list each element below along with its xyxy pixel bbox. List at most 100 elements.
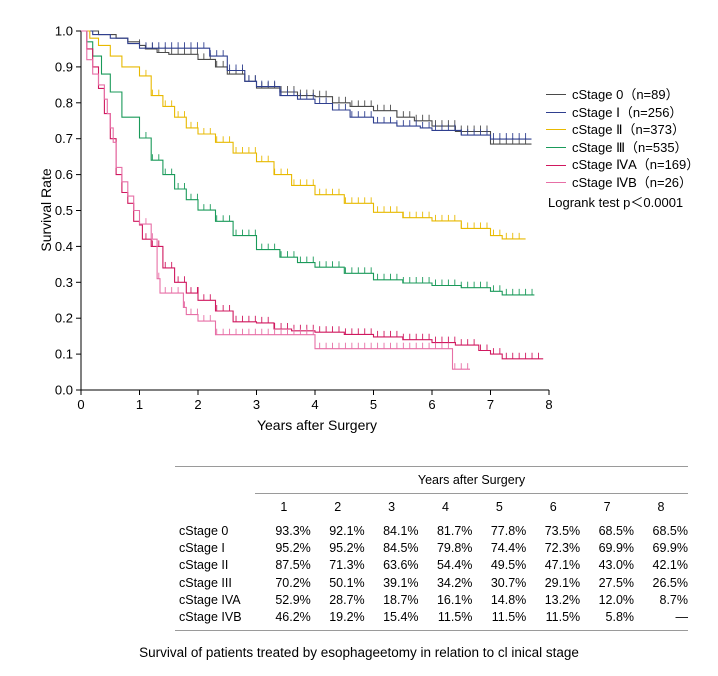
table-column-header: 8	[657, 500, 665, 514]
table-cell: 49.5%	[490, 558, 527, 573]
table-cell: 50.1%	[329, 575, 365, 590]
table-row-label: cStage IVB	[179, 610, 242, 625]
x-tick-label: 4	[311, 397, 318, 412]
y-tick-label: 1.0	[55, 24, 73, 39]
x-axis-label: Years after Surgery	[257, 417, 377, 433]
y-tick-label: 0.9	[55, 59, 73, 74]
figure-caption: Survival of patients treated by esophage…	[139, 645, 579, 660]
table-row-label: cStage I	[179, 540, 225, 555]
table-cell: 93.3%	[275, 523, 311, 538]
x-tick-label: 2	[194, 397, 201, 412]
legend-item: cStage ⅣB（n=26）	[546, 174, 699, 192]
table-cell: 19.2%	[329, 610, 365, 625]
survival-chart: 0 1 2 3 4 5 6 7 8 0.0 0.1 0.2 0.3 0.4 0.5 0.6 0.7 0.8 0.9 1…	[38, 24, 553, 434]
y-tick-label: 0.6	[55, 167, 73, 182]
logrank-test-text: Logrank test p＜0.0001	[548, 195, 684, 210]
table-column-header: 6	[549, 500, 557, 514]
y-tick-label: 0.5	[55, 203, 73, 218]
table-cell: 11.5%	[545, 610, 581, 625]
table-top-rule	[175, 466, 688, 467]
table-row: cStage I 95.2% 95.2% 84.5% 79.8% 74.4% 72.3% 69…	[175, 539, 688, 556]
y-tick-label: 0.2	[55, 311, 73, 326]
table-cell: 15.4%	[383, 610, 419, 625]
table-cell: 77.8%	[490, 523, 527, 538]
table-cell: 27.5%	[598, 575, 635, 590]
legend-label: cStage Ⅲ（n=535）	[572, 139, 688, 155]
legend-swatch	[546, 182, 566, 184]
table-cell: 39.1%	[383, 575, 419, 590]
table-cell: 87.5%	[275, 558, 311, 573]
table-cell: 14.8%	[490, 592, 527, 607]
series-curve-5	[81, 30, 470, 370]
table-cell: 69.9%	[652, 540, 688, 555]
table-cell: 11.5%	[491, 610, 527, 625]
table-cell: 73.5%	[544, 523, 581, 538]
legend-label: cStage Ⅰ（n=256）	[572, 104, 683, 120]
table-row-label: cStage 0	[179, 523, 229, 538]
table-row: cStage 0 93.3% 92.1% 84.1% 81.7% 77.8% 73.5% 68…	[175, 520, 688, 539]
legend-swatch	[546, 147, 566, 149]
table-cell: 47.1%	[544, 558, 581, 573]
table-column-header: 2	[334, 500, 342, 514]
table-header-title: Years after Surgery	[417, 473, 526, 487]
legend-label: cStage ⅣA（n=169）	[572, 157, 700, 173]
legend-swatch	[546, 164, 566, 166]
table-bottom-rule	[175, 629, 688, 631]
y-tick-label: 0.8	[55, 95, 73, 110]
table-column-header: 4	[441, 500, 449, 514]
table-cell: 11.5%	[437, 610, 473, 625]
table-column-header: 7	[603, 500, 611, 514]
x-tick-label: 7	[487, 397, 494, 412]
table-row-label: cStage IVA	[179, 592, 241, 607]
table-cell: 8.7%	[659, 592, 689, 607]
table-cell: 26.5%	[652, 575, 688, 590]
table-cell: 46.2%	[275, 610, 311, 625]
table-row: cStage IVB 46.2% 19.2% 15.4% 11.5% 11.5% 11.5%…	[175, 608, 688, 625]
table-cell: 72.3%	[544, 540, 581, 555]
survival-table: Years after Surgery 1 2 3 4 5 6 7 8 cStage 0 93.…	[175, 466, 688, 631]
x-tick-label: 0	[77, 397, 84, 412]
table-column-header: 3	[388, 500, 396, 514]
y-tick-label: 0.1	[55, 347, 73, 362]
table-cell: 84.5%	[383, 540, 419, 555]
x-tick-label: 1	[136, 397, 143, 412]
table-cell: 70.2%	[275, 575, 311, 590]
legend-swatch	[546, 129, 566, 131]
table-cell: 13.2%	[544, 592, 581, 607]
legend-item: cStage Ⅱ（n=373）	[546, 121, 699, 139]
table-column-header: 1	[280, 500, 288, 514]
legend-label: cStage ⅣB（n=26）	[572, 174, 693, 190]
y-axis-label: Survival Rate	[38, 168, 54, 251]
table-cell: 5.8%	[605, 610, 635, 625]
chart-legend: cStage 0（n=89） cStage Ⅰ（n=256） cStage Ⅱ（n=…	[546, 86, 699, 192]
table-cell: 28.7%	[329, 592, 365, 607]
x-tick-label: 5	[370, 397, 377, 412]
x-tick-label: 6	[428, 397, 435, 412]
table-header-rule	[255, 493, 688, 494]
table-cell: 79.8%	[436, 540, 473, 555]
table-row-label: cStage II	[179, 558, 229, 573]
table-cell: 92.1%	[329, 523, 365, 538]
table-cell: 52.9%	[275, 592, 311, 607]
legend-item: cStage 0（n=89）	[546, 86, 699, 104]
table-cell: 42.1%	[652, 558, 688, 573]
table-row: cStage III 70.2% 50.1% 39.1% 34.2% 30.7% 29.1%…	[175, 574, 688, 591]
table-cell: 74.4%	[490, 540, 527, 555]
table-cell: 84.1%	[383, 523, 419, 538]
y-tick-label: 0.3	[55, 275, 73, 290]
table-cell: 29.1%	[544, 575, 581, 590]
series-curve-2	[81, 30, 526, 240]
table-cell: 12.0%	[598, 592, 635, 607]
table-cell: 30.7%	[490, 575, 527, 590]
survival-rate-table: 1 2 3 4 5 6 7 8 cStage 0 93.3% 92.1% 84.1% 81.7% 77.…	[175, 494, 688, 626]
table-row: cStage II 87.5% 71.3% 63.6% 54.4% 49.5% 47.1% 4…	[175, 557, 688, 574]
table-cell: 68.5%	[652, 523, 688, 538]
table-cell: ―	[675, 610, 689, 625]
table-cell: 43.0%	[598, 558, 635, 573]
table-corner	[175, 494, 257, 520]
legend-swatch	[546, 111, 566, 113]
table-cell: 16.1%	[436, 592, 473, 607]
y-tick-label: 0.4	[55, 239, 73, 254]
table-cell: 54.4%	[436, 558, 473, 573]
table-cell: 71.3%	[329, 558, 365, 573]
